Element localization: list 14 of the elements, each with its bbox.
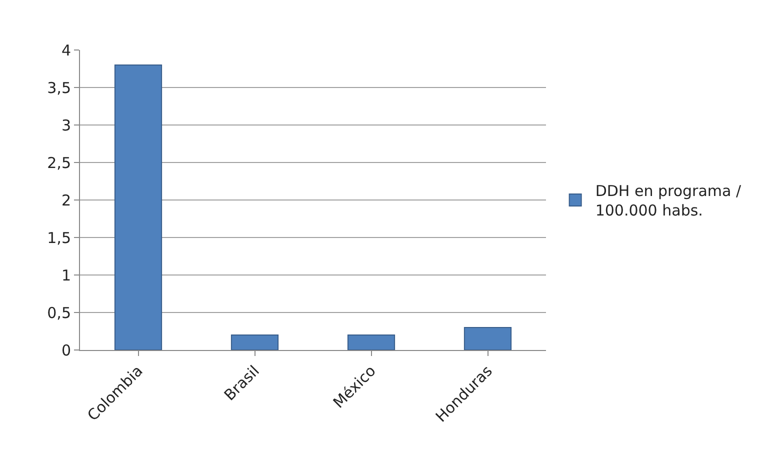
y-tick-label: 2: [61, 191, 71, 210]
y-tick-label: 0: [61, 341, 71, 360]
y-tick-label: 1,5: [47, 228, 71, 247]
bar: [114, 64, 162, 350]
bar: [347, 334, 396, 350]
y-tick-label: 4: [61, 41, 71, 60]
y-tick-label: 2,5: [47, 154, 71, 172]
y-tick-label: 0,5: [47, 304, 71, 322]
bar: [464, 327, 512, 350]
y-tick-label: 3: [61, 116, 71, 134]
legend-label: DDH en programa / 100.000 habs.: [595, 182, 742, 220]
y-tick-label: 1: [61, 266, 71, 284]
y-tick-label: 3,5: [47, 78, 71, 97]
bar: [230, 334, 279, 350]
